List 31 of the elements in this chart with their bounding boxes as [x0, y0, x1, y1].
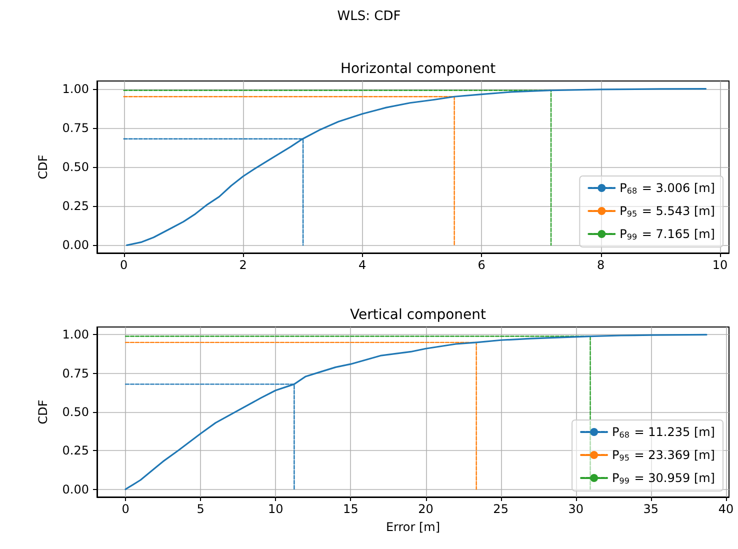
y-tick-label: 0.75	[62, 366, 89, 380]
x-tick-label: 6	[478, 258, 486, 272]
x-tick-label: 0	[122, 502, 130, 516]
y-tick-label: 0.25	[62, 199, 89, 214]
text: WLS: CDF	[337, 9, 401, 24]
chart-title: Vertical component	[350, 307, 487, 323]
x-tick-label: 5	[196, 502, 204, 516]
x-tick-label: 25	[493, 502, 508, 516]
x-tick-label: 2	[239, 258, 247, 272]
y-tick-label: 0.75	[62, 120, 89, 135]
y-axis-title: CDF	[36, 400, 50, 424]
x-tick-label: 10	[712, 258, 728, 272]
y-tick-label: 0.50	[62, 160, 89, 174]
x-tick-label: 15	[343, 502, 358, 516]
y-tick-label: 0.50	[62, 405, 89, 419]
x-tick-label: 40	[718, 502, 734, 516]
x-tick-label: 30	[568, 502, 584, 516]
x-tick-label: 20	[418, 502, 434, 516]
y-tick-label: 1.00	[62, 82, 89, 96]
chart-title: Horizontal component	[340, 61, 496, 77]
y-axis-title: CDF	[36, 154, 50, 180]
x-tick-label: 8	[596, 258, 605, 272]
y-tick-label: 0.00	[62, 238, 89, 252]
x-axis-title: Error [m]	[386, 520, 440, 534]
x-tick-label: 0	[120, 258, 128, 272]
x-tick-label: 4	[358, 258, 366, 272]
y-tick-label: 0.25	[62, 444, 89, 458]
x-tick-label: 35	[643, 502, 659, 516]
y-tick-label: 1.00	[62, 328, 89, 342]
x-tick-label: 10	[268, 502, 284, 516]
y-tick-label: 0.00	[62, 482, 89, 496]
